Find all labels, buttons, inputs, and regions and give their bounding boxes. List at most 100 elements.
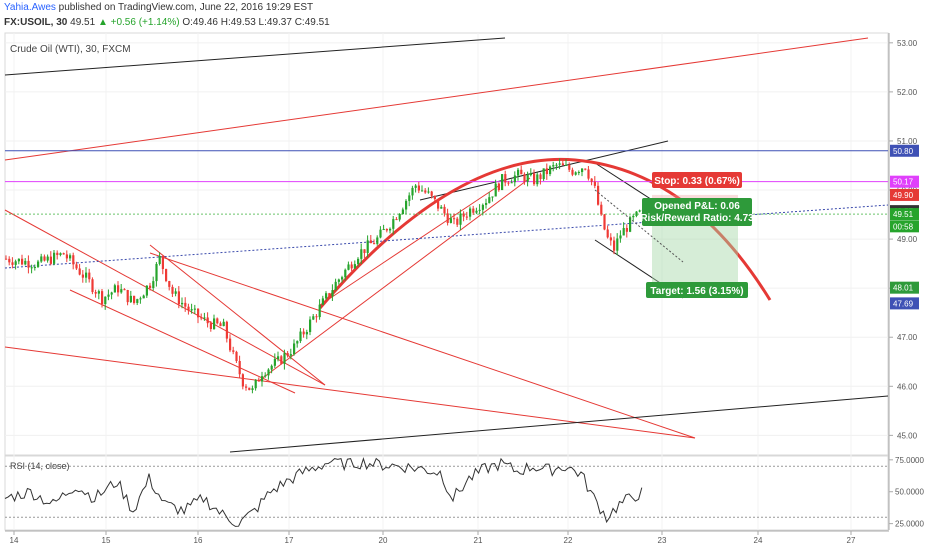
candle-body: [465, 216, 468, 218]
price-tick-label: 52.00: [897, 88, 918, 97]
wedge-upper-line: [4, 209, 326, 386]
candle-body: [526, 175, 529, 182]
candle-body: [481, 204, 484, 210]
candle-body: [392, 219, 395, 229]
pnl-box-bg: [642, 198, 752, 226]
candle-body: [155, 263, 158, 282]
candle-body: [56, 252, 59, 256]
candle-body: [459, 213, 462, 225]
candle-body: [552, 165, 555, 167]
candle-body: [216, 318, 219, 324]
price-tick-label: 49.00: [897, 235, 918, 244]
candle-body: [59, 253, 62, 256]
candle-body: [536, 174, 539, 185]
candle-body: [616, 238, 619, 251]
candle-body: [75, 264, 78, 269]
candle-body: [401, 209, 404, 215]
candle-body: [373, 243, 376, 245]
candle-body: [293, 343, 296, 355]
candle-body: [347, 264, 350, 270]
rsi-title: RSI (14, close): [10, 461, 70, 471]
candle-body: [177, 291, 180, 305]
candle-body: [273, 358, 276, 366]
rising-channel-mid: [319, 184, 501, 306]
candle-body: [190, 309, 193, 311]
candle-body: [277, 356, 280, 359]
time-tick-label: 17: [285, 536, 294, 545]
candle-body: [561, 163, 564, 166]
candle-body: [337, 279, 340, 282]
candle-body: [603, 214, 606, 230]
candle-body: [449, 218, 452, 223]
candle-body: [161, 256, 164, 270]
time-tick-label: 21: [474, 536, 483, 545]
candle-body: [366, 240, 369, 253]
descending-line: [149, 252, 696, 439]
price-tag: 48.01: [893, 284, 914, 293]
candle-body: [27, 260, 30, 268]
candle-body: [49, 256, 52, 264]
candle-body: [472, 208, 475, 213]
candle-body: [328, 293, 331, 297]
candle-body: [334, 281, 337, 291]
price-tag-bg: [890, 208, 919, 221]
candle-body: [171, 286, 174, 294]
candle-body: [625, 227, 628, 232]
price-tag: 50.17: [893, 178, 914, 187]
candle-body: [542, 168, 545, 180]
candle-body: [513, 175, 516, 183]
symbol-label[interactable]: FX:USOIL, 30: [4, 17, 68, 28]
rsi-line: [4, 457, 643, 527]
candle-body: [331, 290, 334, 297]
candle-body: [8, 258, 11, 263]
candle-body: [619, 235, 622, 239]
candle-body: [357, 258, 360, 265]
candle-body: [152, 281, 155, 289]
candle-body: [78, 268, 81, 275]
candle-body: [382, 229, 385, 231]
upper-trendline-red: [4, 37, 869, 161]
publish-info: published on TradingView.com, June 22, 2…: [58, 2, 314, 13]
candle-body: [11, 262, 14, 265]
candle-body: [286, 353, 289, 356]
pnl-line: [594, 189, 684, 263]
candle-body: [126, 289, 129, 303]
rsi-tick-label: 75.0000: [895, 456, 924, 465]
candle-body: [21, 258, 24, 265]
rising-channel-lower: [259, 177, 531, 381]
candle-body: [193, 308, 196, 310]
candle-body: [88, 272, 91, 280]
price-tick-label: 51.00: [897, 137, 918, 146]
candle-body: [414, 185, 417, 188]
candle-body: [33, 266, 36, 268]
candle-body: [257, 379, 260, 382]
candle-body: [168, 281, 171, 287]
candle-body: [510, 182, 513, 184]
stop-label: Stop: 0.33 (0.67%): [654, 176, 740, 187]
price-tag: 49.90: [893, 191, 914, 200]
candle-body: [443, 206, 446, 214]
candle-body: [353, 264, 356, 269]
price-tag: 50.80: [893, 147, 914, 156]
candle-body: [321, 298, 324, 305]
candle-body: [289, 354, 292, 356]
candle-body: [360, 249, 363, 259]
candle-body: [494, 183, 497, 197]
quote-line: FX:USOIL, 30 49.51 ▲ +0.56 (+1.14%) O:49…: [4, 17, 330, 28]
candle-body: [539, 174, 542, 180]
candle-body: [14, 261, 17, 265]
candle-body: [97, 291, 100, 294]
candle-body: [584, 168, 587, 170]
candle-body: [229, 338, 232, 351]
candle-body: [46, 256, 49, 261]
candle-body: [462, 213, 465, 217]
author-link[interactable]: Yahia.Awes: [4, 2, 56, 13]
price-tag: 47.69: [893, 299, 914, 308]
candle-body: [341, 277, 344, 280]
price-tag-bg: [890, 188, 919, 201]
upper-trendline-black: [4, 37, 506, 76]
candle-body: [635, 211, 638, 216]
candle-body: [270, 365, 273, 370]
candle-body: [417, 185, 420, 191]
